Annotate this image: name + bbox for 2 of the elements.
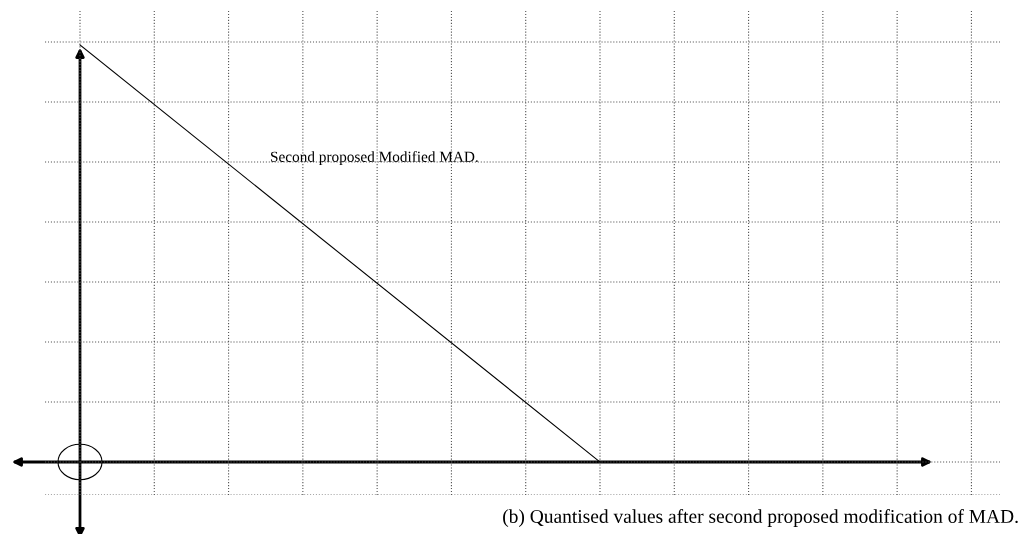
annotation: Second proposed Modified MAD.: [271, 150, 478, 166]
text: (b) Quantised values after second proposed modification of MAD.: [503, 509, 1018, 527]
